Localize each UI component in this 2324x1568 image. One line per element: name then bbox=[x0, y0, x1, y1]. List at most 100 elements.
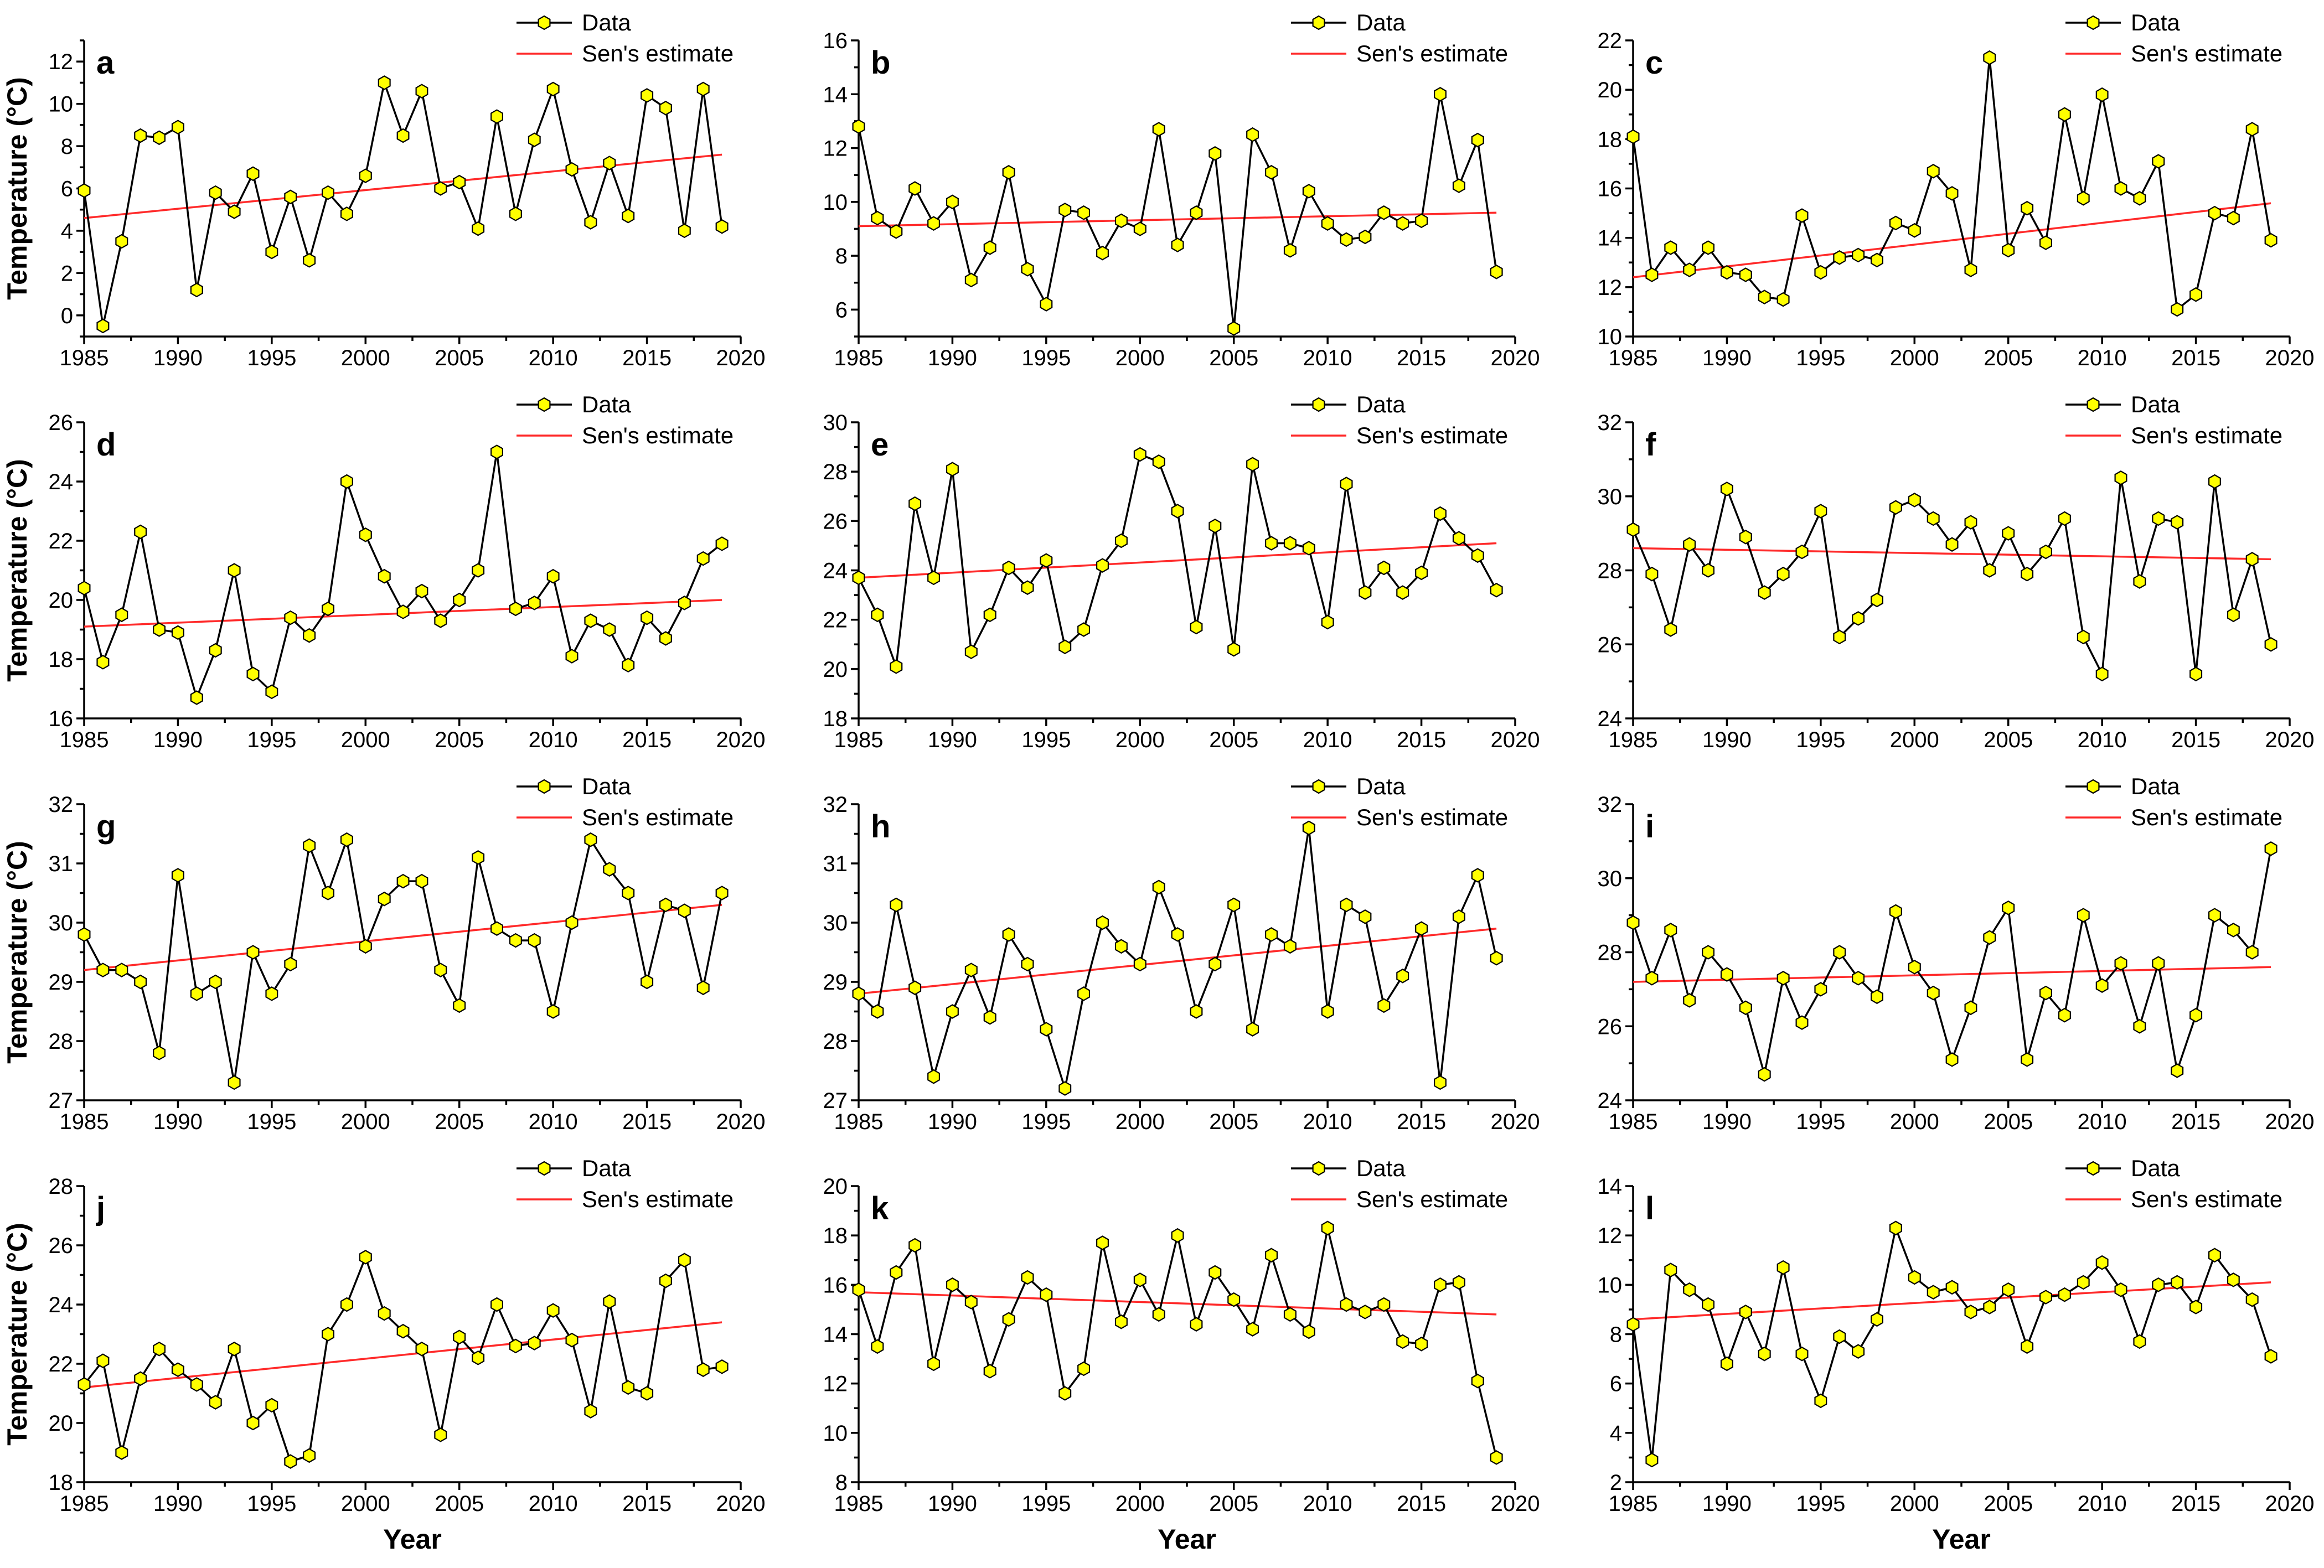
legend: Data Sen's estimate bbox=[1291, 9, 1508, 66]
data-point bbox=[1434, 1075, 1447, 1090]
data-point bbox=[1359, 909, 1372, 924]
x-tick-label: 2015 bbox=[1397, 1492, 1446, 1516]
x-tick-label: 1990 bbox=[153, 728, 203, 752]
y-tick-label: 30 bbox=[823, 911, 848, 935]
data-point bbox=[908, 181, 922, 196]
data-point bbox=[1683, 993, 1696, 1008]
x-tick-label: 1995 bbox=[1021, 1492, 1071, 1516]
y-axis-title: Temperature (°C) bbox=[2, 1223, 33, 1445]
x-tick-label: 2000 bbox=[1115, 1492, 1165, 1516]
data-point bbox=[946, 1004, 959, 1019]
data-point bbox=[265, 684, 278, 700]
data-point bbox=[1021, 956, 1034, 972]
data-point bbox=[1490, 1450, 1503, 1465]
data-point bbox=[1283, 939, 1297, 954]
x-tick-label: 2010 bbox=[529, 346, 578, 370]
x-tick-label: 1990 bbox=[1702, 1492, 1752, 1516]
data-point bbox=[1833, 1329, 1846, 1344]
data-point bbox=[359, 527, 372, 542]
y-tick-label: 26 bbox=[1598, 1015, 1623, 1039]
data-point bbox=[678, 596, 691, 610]
data-point bbox=[340, 832, 353, 847]
x-tick-label: 2005 bbox=[1209, 346, 1258, 370]
y-tick-label: 0 bbox=[61, 304, 73, 328]
legend-trend-label: Sen's estimate bbox=[582, 1186, 734, 1212]
data-point bbox=[1720, 967, 1733, 982]
y-tick-label: 31 bbox=[823, 852, 848, 876]
data-point bbox=[415, 84, 428, 99]
y-axis-title: Temperature (°C) bbox=[2, 841, 33, 1063]
data-point bbox=[1377, 1297, 1391, 1312]
data-point bbox=[1415, 1337, 1428, 1352]
y-axis-title: Temperature (°C) bbox=[2, 77, 33, 299]
data-point bbox=[2077, 908, 2090, 923]
x-axis-title: Year bbox=[1158, 1524, 1216, 1555]
y-tick-label: 8 bbox=[835, 1471, 848, 1495]
data-point bbox=[715, 886, 729, 901]
legend-data-marker bbox=[538, 1161, 551, 1176]
data-point bbox=[1359, 229, 1372, 245]
data-point bbox=[1302, 184, 1315, 199]
data-point bbox=[396, 1323, 410, 1339]
y-tick-label: 18 bbox=[823, 707, 848, 731]
data-point bbox=[153, 130, 166, 146]
data-point bbox=[1040, 1022, 1053, 1037]
x-tick-label: 2020 bbox=[1491, 728, 1540, 752]
data-point bbox=[908, 496, 922, 511]
data-point bbox=[1002, 165, 1015, 180]
legend-data-label: Data bbox=[582, 773, 631, 799]
x-tick-label: 1990 bbox=[928, 728, 977, 752]
data-point bbox=[1964, 515, 1977, 530]
x-tick-label: 2010 bbox=[1303, 728, 1352, 752]
data-point bbox=[871, 210, 884, 226]
data-point bbox=[1021, 580, 1034, 595]
panel-letter: j bbox=[96, 1191, 105, 1227]
data-point bbox=[1283, 536, 1297, 551]
data-point bbox=[1265, 536, 1278, 551]
data-point bbox=[1340, 477, 1353, 491]
x-tick-label: 2010 bbox=[529, 728, 578, 752]
y-tick-label: 10 bbox=[1598, 325, 1623, 349]
data-point bbox=[1852, 247, 1865, 263]
data-point bbox=[659, 1273, 672, 1288]
data-point bbox=[1452, 909, 1465, 924]
data-point bbox=[434, 962, 447, 977]
data-point bbox=[1021, 262, 1034, 277]
data-point bbox=[1171, 237, 1184, 252]
y-tick-label: 31 bbox=[49, 852, 74, 876]
data-point bbox=[340, 206, 353, 221]
data-point bbox=[171, 868, 184, 883]
y-tick-label: 26 bbox=[823, 509, 848, 534]
data-point bbox=[964, 962, 978, 977]
data-point bbox=[1415, 565, 1428, 581]
y-tick-label: 24 bbox=[1598, 707, 1623, 731]
y-tick-label: 8 bbox=[1610, 1323, 1622, 1347]
data-point bbox=[927, 216, 941, 231]
data-point bbox=[946, 462, 959, 477]
data-point bbox=[2152, 154, 2165, 169]
data-point bbox=[1702, 1297, 1714, 1312]
data-point bbox=[1190, 1004, 1203, 1019]
y-tick-label: 28 bbox=[1598, 941, 1623, 965]
data-point bbox=[2227, 607, 2240, 623]
legend: Data Sen's estimate bbox=[517, 391, 734, 448]
data-point bbox=[96, 655, 110, 670]
data-point bbox=[1302, 1324, 1315, 1339]
data-point bbox=[1377, 205, 1391, 220]
data-point bbox=[1739, 530, 1752, 545]
x-tick-label: 2005 bbox=[435, 346, 484, 370]
data-point bbox=[434, 1427, 447, 1442]
data-point bbox=[2095, 1255, 2109, 1270]
y-tick-label: 32 bbox=[1598, 411, 1623, 435]
data-point bbox=[209, 185, 222, 200]
data-point bbox=[641, 88, 654, 103]
x-tick-label: 2015 bbox=[2171, 1492, 2220, 1516]
data-point bbox=[1227, 641, 1241, 657]
data-point bbox=[265, 244, 278, 260]
legend-trend-label: Sen's estimate bbox=[1356, 422, 1508, 448]
x-tick-label: 2000 bbox=[341, 346, 390, 370]
data-point bbox=[321, 601, 335, 617]
y-tick-label: 22 bbox=[49, 1352, 74, 1376]
data-series-line bbox=[1632, 848, 2272, 1075]
data-point bbox=[190, 986, 203, 1001]
